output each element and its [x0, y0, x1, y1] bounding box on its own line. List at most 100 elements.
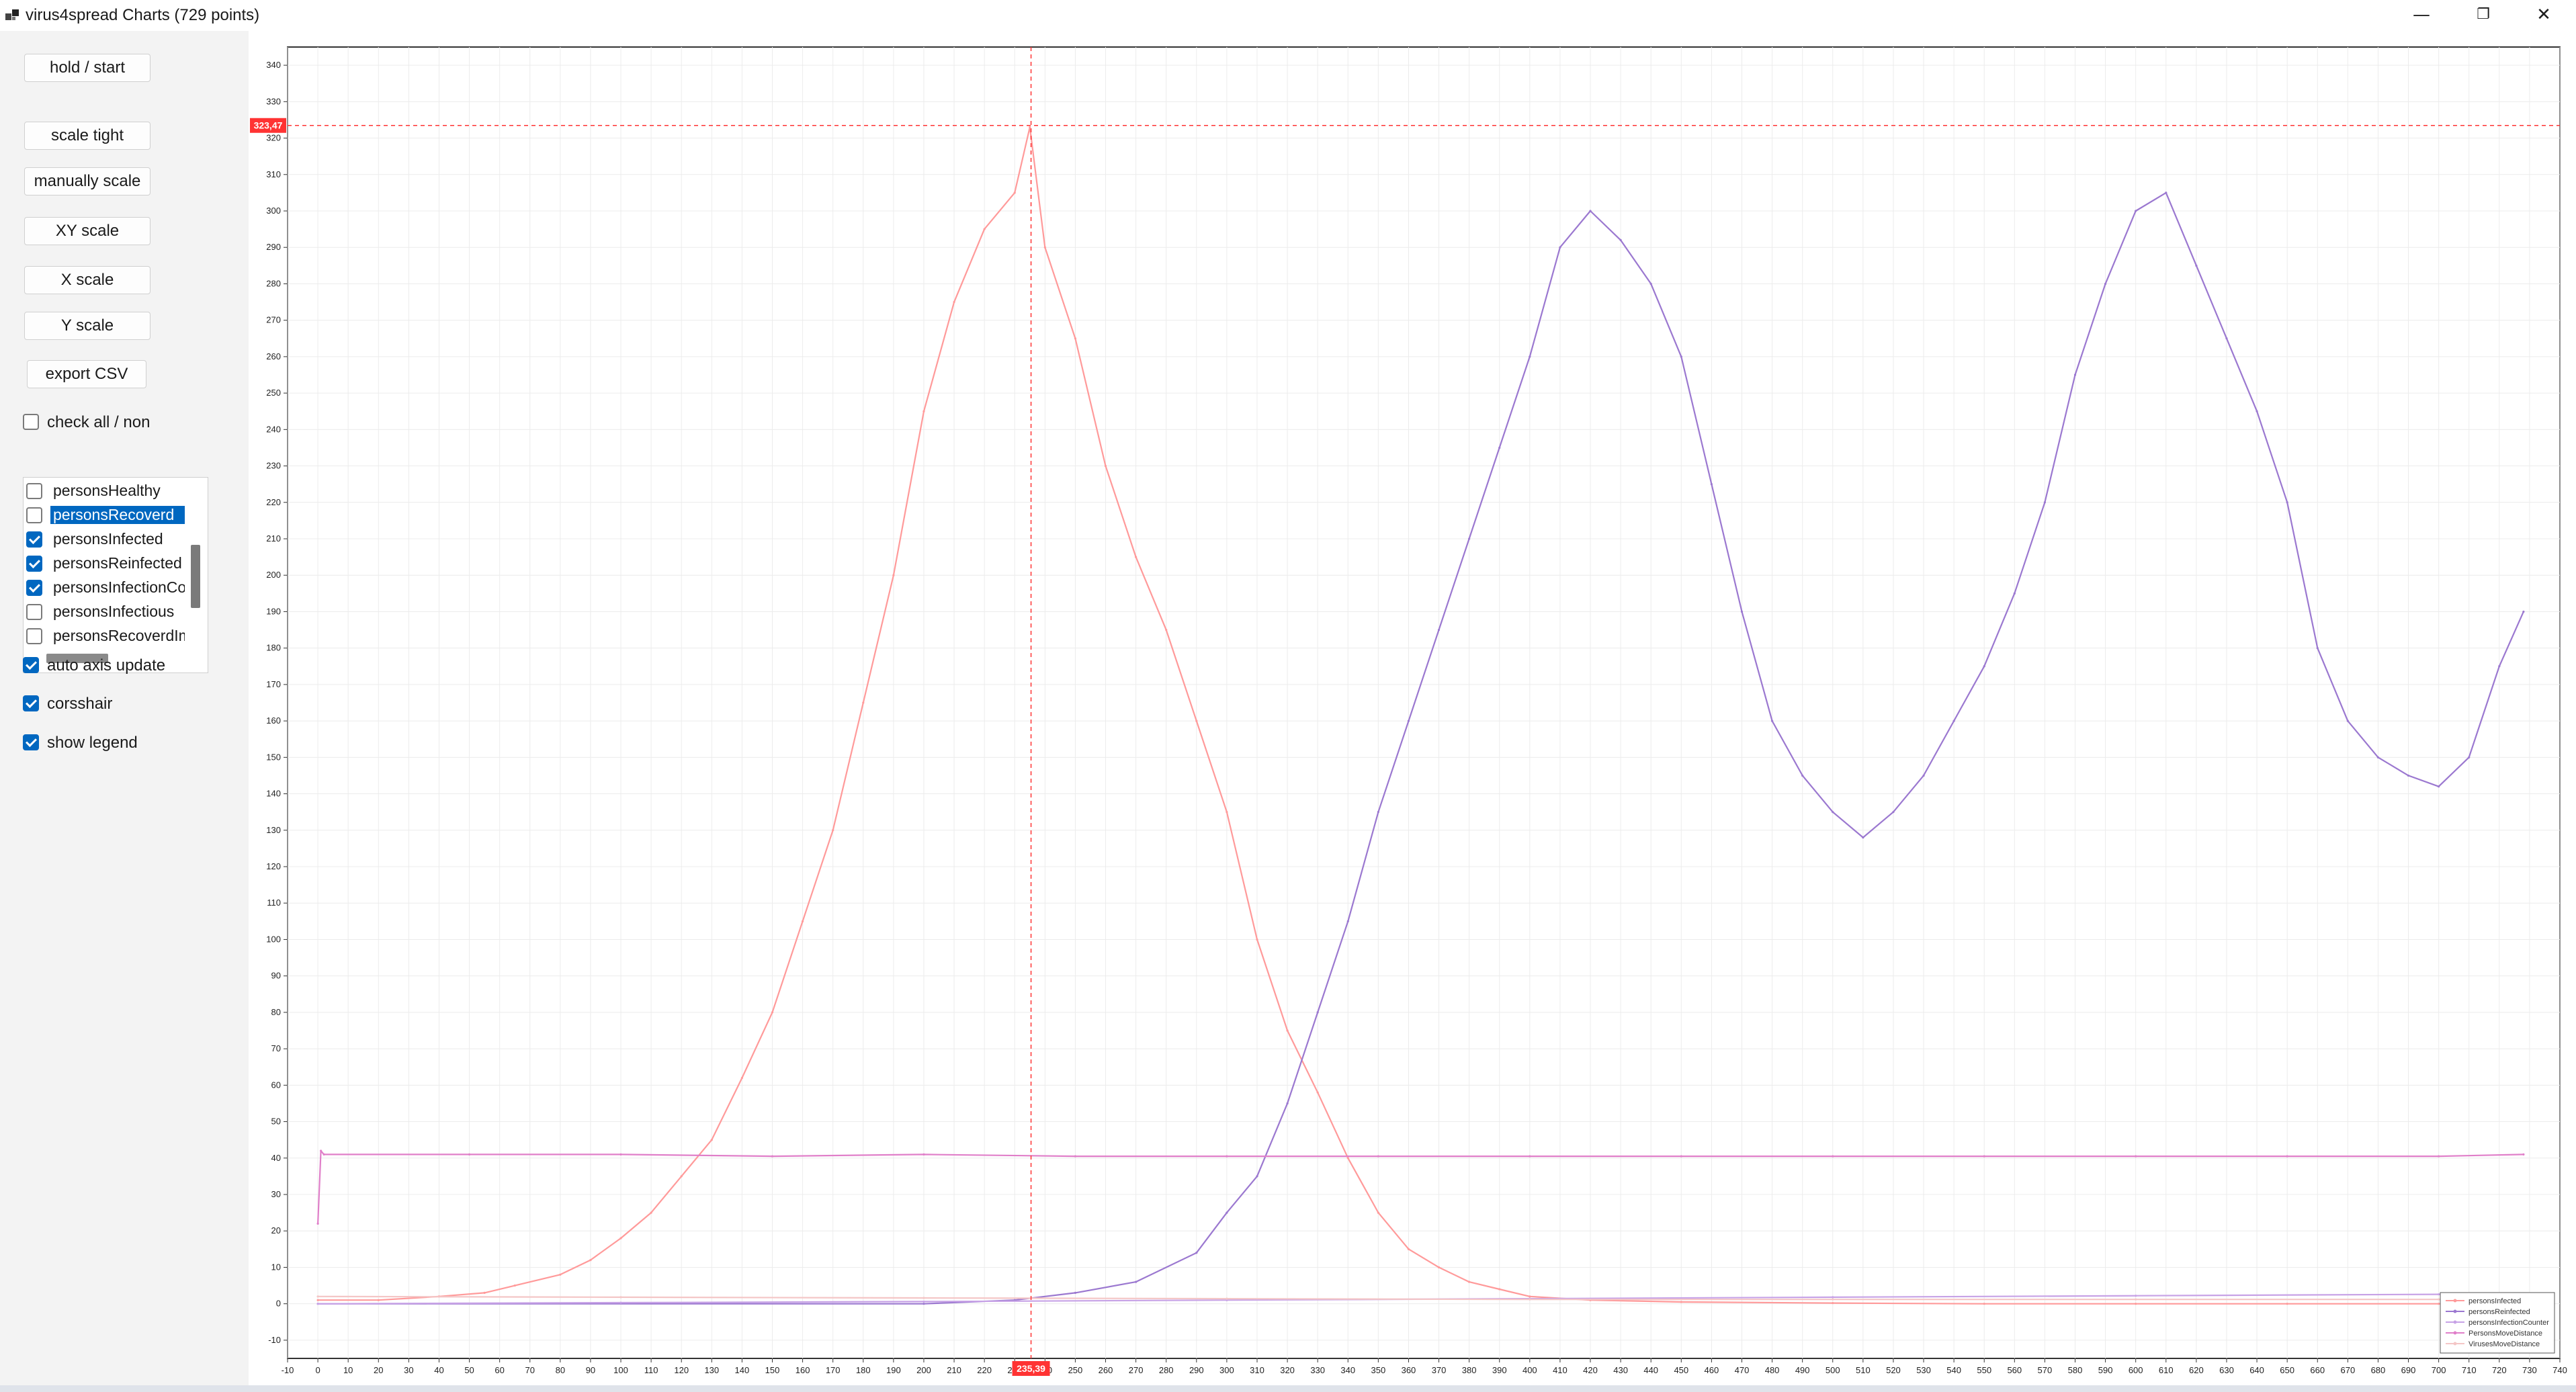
- series-point-PersonsMoveDistance: [1074, 1155, 1077, 1158]
- x-tick-label: 620: [2189, 1365, 2204, 1375]
- series-list-item[interactable]: personsReinfected: [24, 552, 185, 576]
- listbox-horizontal-scrollbar[interactable]: [46, 654, 108, 663]
- x-tick-label: 640: [2249, 1365, 2264, 1375]
- check-all-checkbox[interactable]: [23, 414, 39, 430]
- y-tick-label: 140: [266, 789, 281, 799]
- hold-start-button[interactable]: hold / start: [24, 54, 151, 82]
- x-scale-button[interactable]: X scale: [24, 266, 151, 294]
- x-tick-label: 40: [434, 1365, 443, 1375]
- y-tick-label: 210: [266, 533, 281, 543]
- x-tick-label: 560: [2007, 1365, 2022, 1375]
- series-checkbox[interactable]: [26, 580, 42, 596]
- series-listbox[interactable]: personsHealthy personsRecoverd personsInfe…: [23, 477, 208, 673]
- series-point-personsReinfected: [1770, 720, 1774, 722]
- minimize-button[interactable]: —: [2413, 5, 2430, 25]
- series-point-personsReinfected: [1892, 811, 1895, 814]
- series-point-personsInfected: [983, 228, 986, 230]
- y-tick-label: 100: [266, 934, 281, 944]
- series-point-personsInfectionCounter: [316, 1303, 319, 1305]
- series-point-personsReinfected: [1195, 1252, 1198, 1254]
- series-point-personsInfected: [1043, 246, 1046, 249]
- series-point-personsInfected: [1983, 1303, 1985, 1305]
- scale-tight-button[interactable]: scale tight: [24, 122, 151, 150]
- series-point-personsInfected: [483, 1291, 486, 1294]
- series-checkbox[interactable]: [26, 556, 42, 572]
- app-icon: [5, 9, 19, 20]
- x-tick-label: 220: [977, 1365, 992, 1375]
- series-point-personsReinfected: [1407, 720, 1410, 722]
- maximize-button[interactable]: ❐: [2477, 6, 2490, 23]
- x-tick-label: 580: [2068, 1365, 2083, 1375]
- x-tick-label: 110: [644, 1365, 658, 1375]
- series-list-item[interactable]: personsInfectious: [24, 600, 185, 624]
- xy-scale-button[interactable]: XY scale: [24, 217, 151, 245]
- series-list-item[interactable]: personsRecoverd: [24, 503, 185, 527]
- legend-marker: [2453, 1331, 2457, 1335]
- y-tick-label: 10: [271, 1262, 281, 1272]
- x-tick-label: 210: [947, 1365, 961, 1375]
- x-tick-label: 330: [1310, 1365, 1325, 1375]
- x-tick-label: 610: [2159, 1365, 2174, 1375]
- series-point-personsInfected: [953, 300, 955, 304]
- series-list-item[interactable]: personsRecoverdImmune: [24, 624, 185, 648]
- series-list-item[interactable]: personsInfected: [24, 527, 185, 552]
- series-point-VirusesMoveDistance: [2135, 1298, 2137, 1301]
- series-point-personsReinfected: [2498, 665, 2501, 668]
- series-point-personsInfected: [771, 1011, 774, 1014]
- y-scale-button[interactable]: Y scale: [24, 312, 151, 340]
- series-list-item[interactable]: personsInfectionCounter: [24, 576, 185, 600]
- series-list-item[interactable]: personsHealthy: [24, 479, 185, 503]
- x-tick-label: 460: [1705, 1365, 1719, 1375]
- series-checkbox[interactable]: [26, 628, 42, 644]
- show-legend-checkbox[interactable]: [23, 734, 39, 750]
- series-point-personsReinfected: [1740, 610, 1744, 613]
- series-line-PersonsMoveDistance: [317, 1149, 2524, 1224]
- series-checkbox[interactable]: [26, 531, 42, 548]
- y-tick-label: 120: [266, 861, 281, 871]
- x-tick-label: 410: [1553, 1365, 1568, 1375]
- listbox-vertical-scrollbar[interactable]: [191, 545, 200, 608]
- series-point-PersonsMoveDistance: [771, 1155, 774, 1158]
- chart-area[interactable]: -10 0 10 20 30 40 50 60 70 80 90 100 110 120 130 140 150…: [249, 31, 2576, 1385]
- x-tick-label: 530: [1916, 1365, 1931, 1375]
- series-point-personsReinfected: [1559, 246, 1561, 249]
- series-point-personsReinfected: [1074, 1291, 1077, 1294]
- series-point-PersonsMoveDistance: [1680, 1155, 1682, 1158]
- x-tick-label: 360: [1402, 1365, 1416, 1375]
- series-point-PersonsMoveDistance: [1226, 1155, 1228, 1158]
- series-point-PersonsMoveDistance: [323, 1153, 325, 1156]
- auto-axis-update-checkbox[interactable]: [23, 657, 39, 673]
- close-button[interactable]: ✕: [2536, 5, 2551, 25]
- series-point-VirusesMoveDistance: [316, 1295, 319, 1298]
- x-tick-label: 10: [343, 1365, 353, 1375]
- series-point-personsInfected: [1104, 464, 1107, 468]
- y-tick-label: 250: [266, 388, 281, 398]
- x-tick-label: 290: [1189, 1365, 1204, 1375]
- auto-axis-update-label: auto axis update: [47, 656, 166, 675]
- x-tick-label: 680: [2371, 1365, 2386, 1375]
- line-chart[interactable]: -10 0 10 20 30 40 50 60 70 80 90 100 110 120 130 140 150…: [249, 31, 2576, 1385]
- x-tick-label: 570: [2038, 1365, 2053, 1375]
- x-tick-label: 670: [2340, 1365, 2355, 1375]
- plot-frame: [287, 46, 2561, 1359]
- x-tick-label: 280: [1159, 1365, 1174, 1375]
- series-point-personsReinfected: [1619, 238, 1622, 241]
- series-checkbox[interactable]: [26, 507, 42, 523]
- x-tick-label: 470: [1735, 1365, 1750, 1375]
- series-point-personsInfected: [1680, 1301, 1682, 1303]
- series-point-personsInfected: [377, 1299, 380, 1301]
- y-tick-label: 240: [266, 424, 281, 434]
- crosshair-checkbox[interactable]: [23, 695, 39, 711]
- x-tick-label: 250: [1068, 1365, 1083, 1375]
- series-point-personsReinfected: [922, 1303, 925, 1305]
- export-csv-button[interactable]: export CSV: [27, 360, 146, 388]
- x-tick-label: 80: [556, 1365, 565, 1375]
- series-point-personsInfected: [1316, 1091, 1319, 1094]
- y-tick-label: 90: [271, 971, 281, 981]
- series-checkbox[interactable]: [26, 483, 42, 499]
- manually-scale-button[interactable]: manually scale: [24, 167, 151, 195]
- series-point-personsReinfected: [2438, 785, 2440, 788]
- series-point-PersonsMoveDistance: [468, 1153, 471, 1156]
- x-tick-label: 180: [856, 1365, 871, 1375]
- series-checkbox[interactable]: [26, 604, 42, 620]
